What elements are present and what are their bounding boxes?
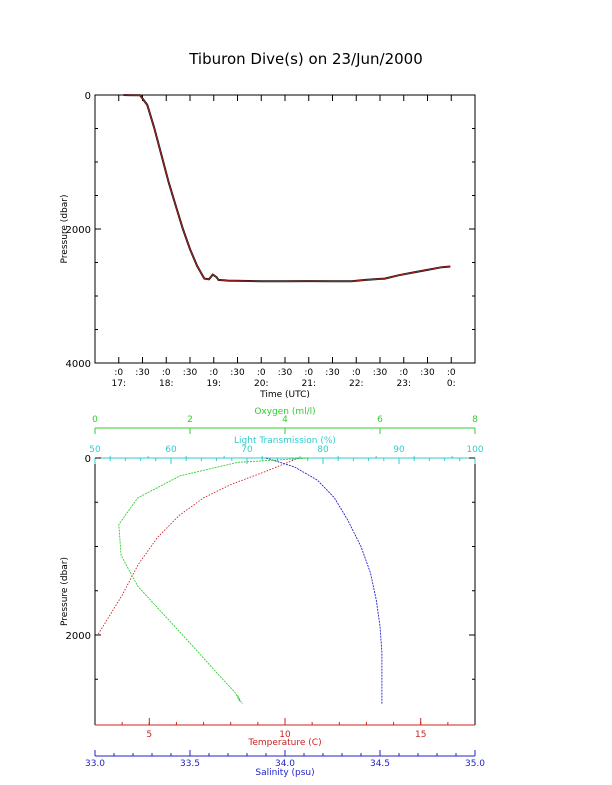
- x-tick-label-minutes: :0: [209, 368, 218, 378]
- transmission-point: [185, 456, 187, 458]
- transmission-point: [337, 456, 340, 458]
- x-tick-label-minutes: :30: [230, 368, 245, 378]
- x-axis-label: Time (UTC): [259, 390, 310, 400]
- x-tick-label-minutes: :30: [278, 368, 293, 378]
- x-tick-label-hour: 21:: [302, 379, 316, 389]
- transmission-point: [413, 456, 416, 458]
- transmission-axis-label: Light Transmission (%): [234, 436, 336, 446]
- temperature-profile-line: [97, 457, 299, 636]
- y-axis-label: Pressure (dbar): [60, 195, 70, 264]
- salinity-tick-label: 35.0: [465, 759, 485, 769]
- x-tick-label-minutes: :0: [352, 368, 361, 378]
- x-tick-label-minutes: :0: [447, 368, 456, 378]
- salinity-tick-label: 34.5: [370, 759, 390, 769]
- salinity-tick-label: 33.0: [85, 759, 105, 769]
- x-tick-label-hour: 19:: [207, 379, 221, 389]
- x-tick-label-minutes: :30: [373, 368, 388, 378]
- x-tick-label-hour: 18:: [159, 379, 173, 389]
- oxygen-tick-label: 8: [472, 415, 478, 425]
- plot-frame: [94, 94, 476, 364]
- x-tick-label-minutes: :30: [325, 368, 340, 378]
- oxygen-tick-label: 0: [92, 415, 98, 425]
- transmission-point: [451, 456, 454, 458]
- salinity-axis-label: Salinity (psu): [255, 768, 314, 778]
- salinity-tick-label: 34.0: [275, 759, 295, 769]
- transmission-point: [261, 456, 264, 458]
- dive-track-line: [123, 94, 451, 283]
- dive-track-overlay: [123, 94, 451, 282]
- y-tick-label: 0: [85, 91, 91, 102]
- x-tick-label-minutes: :0: [162, 368, 171, 378]
- temperature-tick-label: 15: [415, 730, 426, 740]
- salinity-profile-line: [265, 457, 383, 704]
- oxygen-tick-label: 6: [377, 415, 383, 425]
- transmission-tick-label: 90: [393, 445, 405, 455]
- oxygen-tick-label: 4: [282, 415, 288, 425]
- transmission-point: [299, 456, 302, 458]
- transmission-point: [147, 456, 149, 458]
- y-tick-label: 2000: [66, 225, 91, 236]
- temperature-axis-label: Temperature (C): [247, 738, 321, 748]
- oxygen-tick-label: 2: [187, 415, 193, 425]
- temperature-tick-label: 5: [146, 730, 152, 740]
- transmission-point: [223, 456, 225, 458]
- transmission-tick-label: 60: [165, 445, 177, 455]
- x-tick-label-minutes: :0: [114, 368, 123, 378]
- top-chart-dive-profile: 020004000:017::30:018::30:019::30:020::3…: [60, 91, 476, 400]
- x-tick-label-minutes: :30: [183, 368, 198, 378]
- y-tick-label: 0: [85, 454, 91, 465]
- x-tick-label-hour: 23:: [397, 379, 411, 389]
- transmission-tick-label: 80: [317, 445, 329, 455]
- transmission-point: [375, 456, 378, 458]
- transmission-tick-label: 70: [241, 445, 253, 455]
- figure-title: Tiburon Dive(s) on 23/Jun/2000: [189, 50, 423, 68]
- y-axis-label: Pressure (dbar): [60, 557, 70, 626]
- transmission-tick-label: 100: [466, 445, 483, 455]
- x-tick-label-minutes: :30: [135, 368, 150, 378]
- x-tick-label-hour: 20:: [254, 379, 268, 389]
- x-tick-label-minutes: :0: [399, 368, 408, 378]
- oxygen-profile-line: [118, 457, 309, 705]
- y-tick-label: 2000: [66, 631, 91, 642]
- x-tick-label-hour: 22:: [349, 379, 363, 389]
- x-tick-label-minutes: :0: [304, 368, 313, 378]
- transmission-point: [109, 456, 111, 458]
- transmission-tick-label: 50: [89, 445, 101, 455]
- x-tick-label-minutes: :0: [257, 368, 266, 378]
- temperature-tick-label: 10: [279, 730, 291, 740]
- x-tick-label-minutes: :30: [420, 368, 435, 378]
- salinity-tick-label: 33.5: [180, 759, 200, 769]
- x-tick-label-hour: 17:: [112, 379, 126, 389]
- y-tick-label: 4000: [66, 359, 91, 370]
- x-tick-label-hour: 0:: [447, 379, 456, 389]
- oxygen-axis-label: Oxygen (ml/l): [254, 407, 315, 417]
